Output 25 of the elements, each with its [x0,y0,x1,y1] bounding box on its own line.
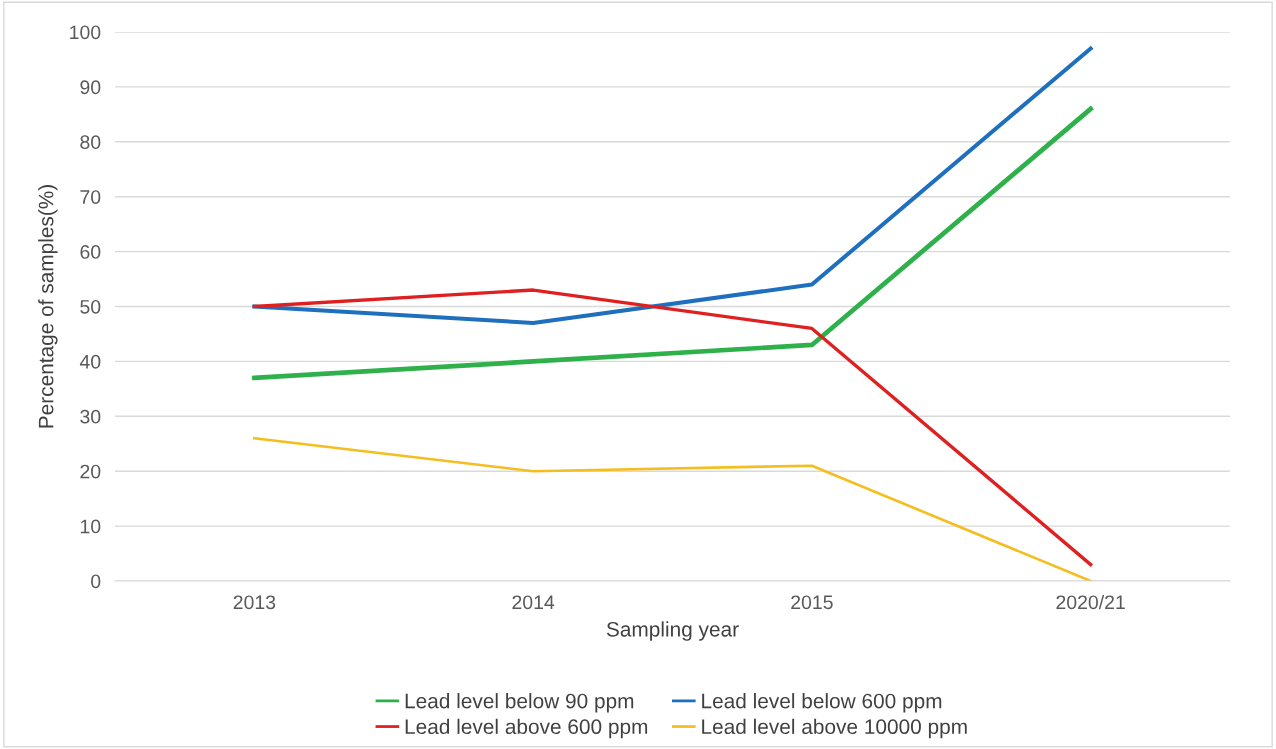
y-axis-title: Percentage of samples(%) [38,185,58,428]
x-tick-label: 2013 [233,595,276,610]
x-tick-label: 2015 [791,595,833,610]
legend-label: Lead level above 10000 ppm [702,718,967,739]
legend-label: Lead level below 600 ppm [702,693,942,713]
y-tick-label: 40 [79,354,101,369]
x-axis-title: Sampling year [606,621,739,641]
line-series [252,288,1093,567]
y-tick-label: 100 [70,25,101,40]
y-tick-label: 0 [91,574,101,589]
y-tick-label: 70 [80,190,101,204]
y-tick-label: 90 [80,80,101,95]
line-series [252,46,1093,325]
x-tick-label: 2020/21 [1056,594,1125,610]
y-tick-label: 20 [80,464,101,479]
line-series [252,106,1093,381]
y-tick-label: 10 [80,519,101,534]
x-tick-label: 2014 [512,595,555,610]
legend-label: Lead level below 90 ppm [405,693,634,713]
legend-label: Lead level above 600 ppm [405,718,648,739]
y-tick-label: 30 [80,409,101,424]
y-tick-label: 80 [80,135,101,150]
y-tick-label: 50 [80,299,101,314]
y-tick-label: 60 [80,245,101,259]
line-series [253,436,1092,581]
